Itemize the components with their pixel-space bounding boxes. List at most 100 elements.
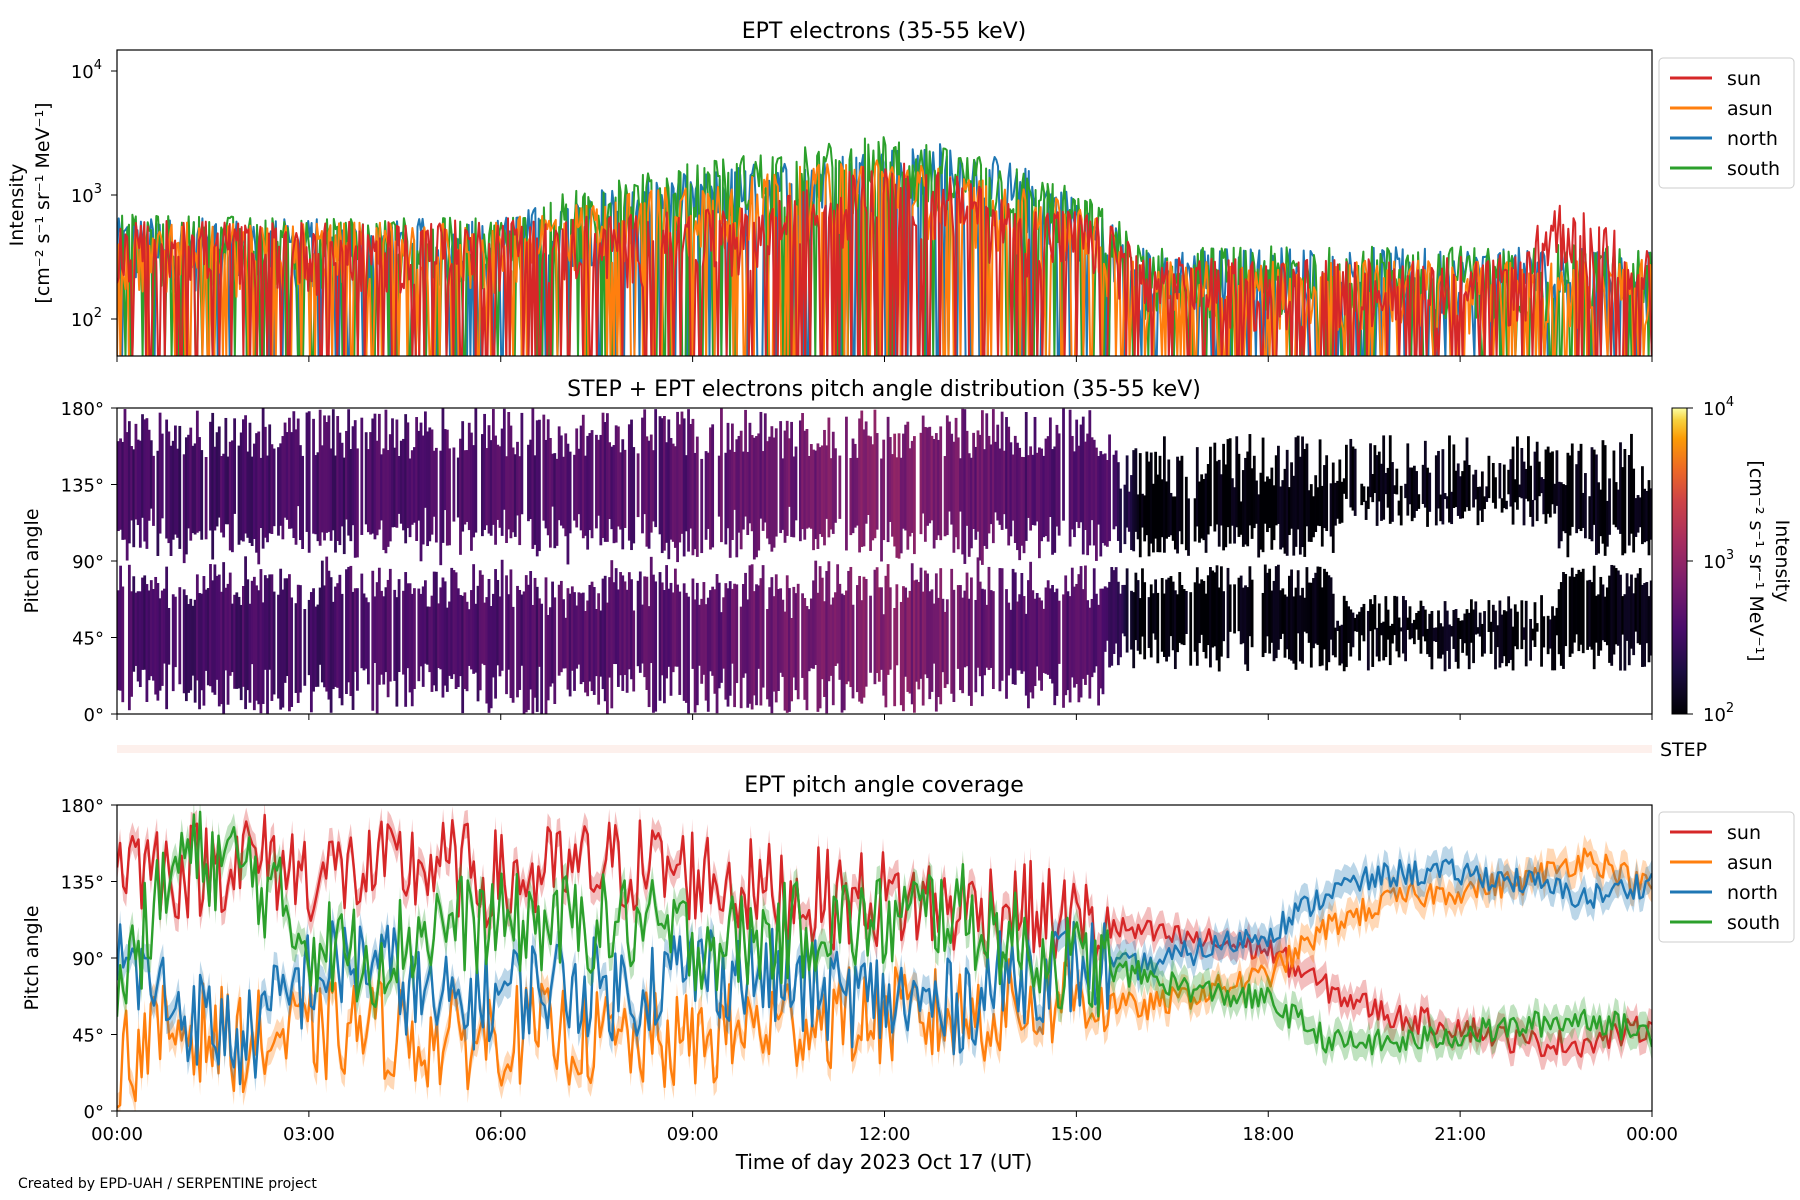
heatmap-cell [1452, 444, 1456, 508]
heatmap-cell [658, 572, 662, 701]
heatmap-cell [1257, 494, 1261, 558]
heatmap-cell [996, 424, 1000, 521]
heatmap-cell [1255, 480, 1258, 524]
panel1-legend-box [1658, 57, 1795, 189]
heatmap-cell [386, 450, 390, 547]
heatmap-cell [331, 601, 335, 690]
heatmap-cell [965, 430, 969, 526]
heatmap-cell [141, 414, 144, 518]
heatmap-cell [693, 599, 697, 713]
heatmap-cell [809, 598, 813, 669]
heatmap-cell [474, 603, 478, 673]
panel3-ylabel: Pitch angle [21, 905, 43, 1010]
heatmap-cell [285, 578, 289, 677]
heatmap-cell [544, 439, 548, 529]
heatmap-cell [1073, 451, 1076, 538]
heatmap-cell [281, 589, 285, 708]
heatmap-cell [516, 441, 519, 516]
heatmap-cell [1478, 486, 1482, 511]
heatmap-cell [779, 588, 783, 673]
panel1-data-lines [117, 136, 1652, 356]
heatmap-cell [1022, 596, 1026, 672]
heatmap-cell [673, 568, 677, 667]
heatmap-cell [1323, 465, 1326, 529]
heatmap-cell [1250, 579, 1254, 648]
heatmap-cell [1141, 568, 1144, 637]
heatmap-cell [233, 594, 237, 689]
heatmap-cell [695, 582, 699, 706]
heatmap-cell [814, 450, 818, 540]
heatmap-cell [1419, 600, 1423, 654]
heatmap-cell [336, 416, 340, 542]
heatmap-cell [1136, 494, 1140, 540]
heatmap-cell [1531, 628, 1535, 641]
heatmap-cell [1362, 486, 1366, 502]
panel1-x-ticks [116, 356, 1653, 362]
heatmap-cell [393, 447, 397, 528]
heatmap-cell [1559, 582, 1563, 666]
heatmap-cell [1360, 607, 1364, 636]
heatmap-cell [689, 423, 693, 529]
heatmap-cell [1215, 461, 1219, 525]
heatmap-cell [1575, 573, 1579, 635]
heatmap-cell [1478, 612, 1482, 637]
heatmap-cell [921, 415, 925, 514]
heatmap-cell [1130, 590, 1133, 650]
heatmap-cell [755, 584, 758, 706]
heatmap-cell [1557, 481, 1561, 549]
heatmap-cell [158, 598, 162, 691]
heatmap-cell [1546, 446, 1550, 514]
heatmap-cell [1406, 617, 1410, 630]
series-south [117, 805, 1652, 1069]
heatmap-cell [257, 431, 261, 565]
panel2-x-ticks [116, 714, 1653, 720]
heatmap-cell [294, 603, 298, 693]
heatmap-cell [557, 584, 561, 676]
heatmap-cell [393, 589, 397, 681]
heatmap-cell [687, 409, 690, 552]
heatmap-cell [895, 457, 899, 558]
heatmap-cell [132, 449, 136, 548]
heatmap-cell [1020, 572, 1024, 674]
heatmap-cell [1206, 464, 1210, 535]
heatmap-cell [1627, 455, 1631, 546]
heatmap-cell [1184, 590, 1188, 634]
heatmap-cell [356, 448, 359, 558]
heatmap-cell [976, 557, 980, 668]
heatmap-cell [527, 444, 530, 522]
heatmap-cell [768, 436, 772, 545]
heatmap-cell [757, 433, 761, 551]
heatmap-cell [1480, 471, 1484, 522]
heatmap-cell [735, 584, 739, 684]
heatmap-cell [1007, 602, 1011, 676]
heatmap-cell [623, 581, 627, 675]
heatmap-cell [774, 428, 778, 537]
heatmap-cell [720, 408, 723, 543]
heatmap-cell [121, 441, 125, 540]
heatmap-cell [750, 564, 754, 710]
heatmap-cell [910, 563, 914, 705]
x-tick-label: 18:00 [1242, 1124, 1294, 1145]
heatmap-cell [606, 602, 609, 714]
heatmap-cell [934, 573, 938, 712]
heatmap-cell [279, 568, 283, 710]
heatmap-cell [1625, 573, 1629, 641]
heatmap-cell [573, 454, 576, 521]
heatmap-cell [1029, 446, 1033, 531]
panel-pitch-angle-coverage: EPT pitch angle coverage 0° 45° 90° 135° 180… [21, 773, 1795, 1123]
heatmap-cell [255, 585, 258, 701]
heatmap-cell [1610, 564, 1614, 666]
x-tick-label: 00:00 [91, 1124, 143, 1145]
heatmap-cell [1472, 474, 1475, 508]
heatmap-cell [858, 575, 861, 702]
heatmap-cell [1448, 624, 1451, 669]
heatmap-cell [621, 575, 625, 691]
heatmap-cell [1125, 568, 1129, 653]
heatmap-cell [292, 411, 296, 539]
heatmap-cell [663, 415, 666, 551]
heatmap-cell [117, 441, 120, 532]
heatmap-cell [1448, 435, 1451, 523]
heatmap-cell [184, 437, 188, 555]
heatmap-cell [1176, 456, 1179, 554]
heatmap-cell [174, 425, 177, 535]
